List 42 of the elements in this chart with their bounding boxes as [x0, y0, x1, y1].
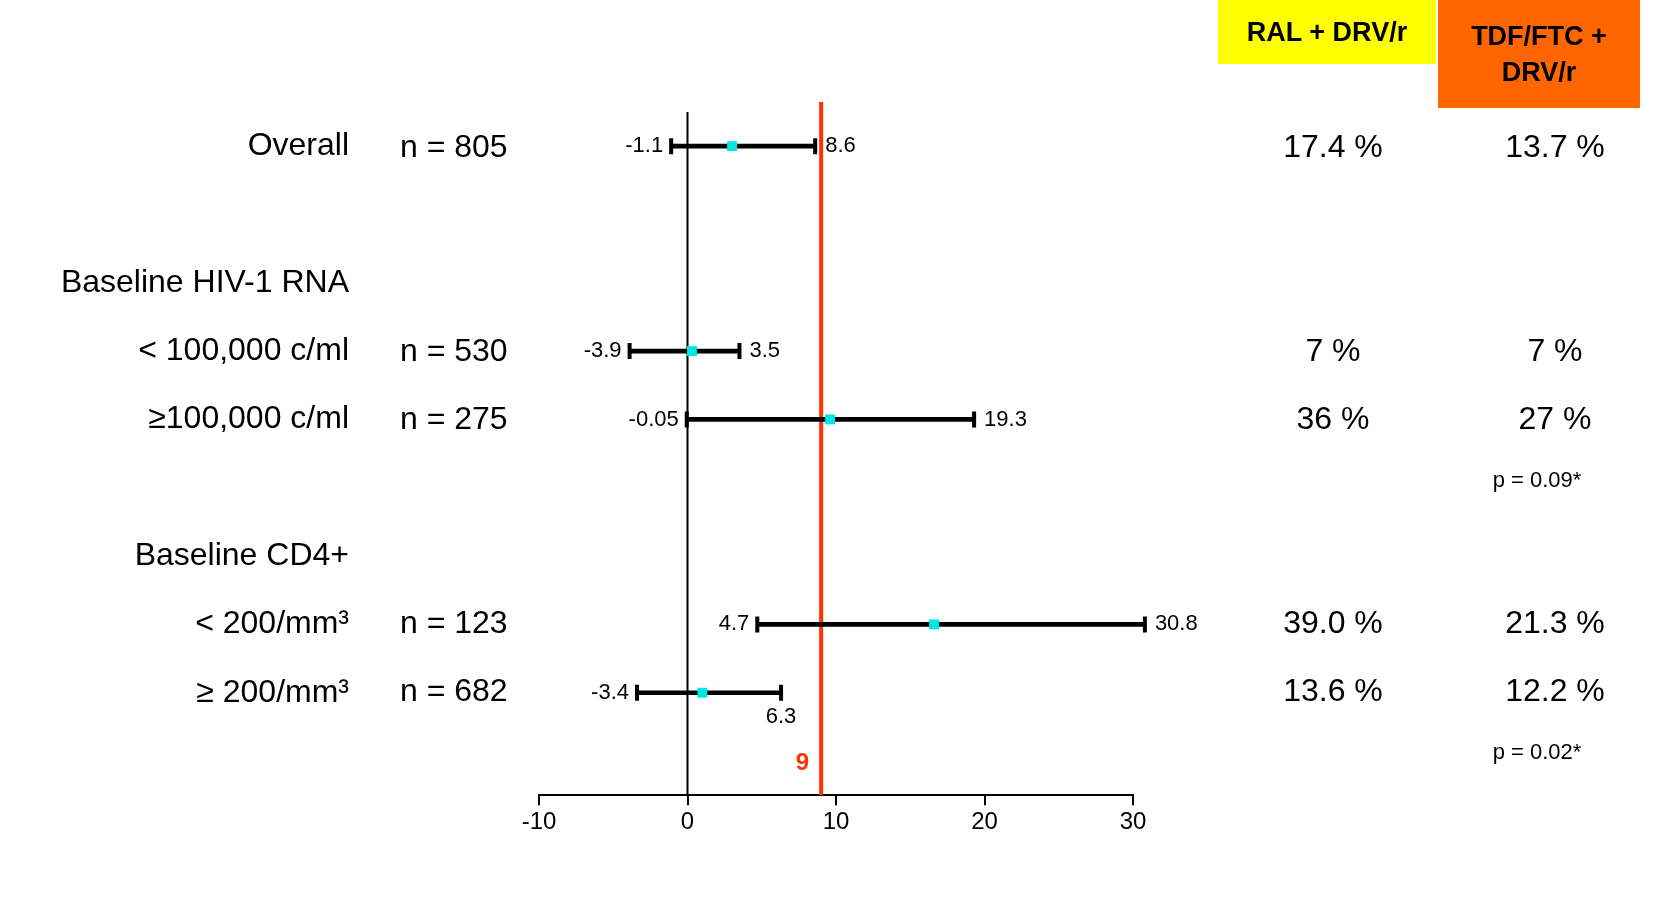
y-tick-label: ≥100,000 c/ml	[148, 399, 349, 436]
y-tick-label: ≥ 200/mm³	[196, 672, 350, 709]
annotation: 6.3	[765, 702, 797, 728]
text: p = 0.09*	[1491, 466, 1583, 494]
annotation: 3.5	[749, 337, 781, 363]
y-tick-label: Overall	[247, 125, 349, 162]
text: 13.7 %	[1504, 127, 1606, 166]
text: 13.6 %	[1282, 671, 1384, 710]
annotation: 8.6	[825, 132, 856, 158]
annotation: -1.1	[625, 132, 664, 158]
text: 7 %	[1526, 331, 1584, 370]
text: n = 530	[400, 332, 508, 368]
text: 21.3 %	[1504, 603, 1606, 642]
ref-line-label: 9	[795, 747, 810, 775]
text: 39.0 %	[1283, 604, 1383, 640]
y-tick-label: Baseline CD4+	[134, 535, 349, 572]
text: n = 275	[400, 399, 509, 438]
annotation: 4.7	[718, 610, 750, 636]
text: 36 %	[1295, 399, 1371, 438]
x-tick-label: 30	[1119, 807, 1147, 835]
text: n = 682	[400, 672, 508, 708]
text: 12.2 %	[1504, 671, 1606, 710]
y-tick-label: Baseline HIV-1 RNA	[60, 262, 350, 299]
y-tick-label: < 100,000 c/ml	[138, 330, 349, 367]
annotation: 19.3	[984, 405, 1027, 431]
text: 27 %	[1517, 399, 1593, 438]
annotation: -3.9	[583, 337, 622, 363]
text: 7 %	[1304, 331, 1362, 370]
annotation: -3.4	[591, 678, 630, 704]
annotation: -0.05	[628, 405, 679, 431]
text: n = 123	[400, 603, 509, 642]
text: n = 805	[400, 127, 509, 166]
text: TDF/FTC + DRV/r	[1438, 0, 1640, 108]
text: RAL + DRV/r	[1218, 0, 1436, 64]
text: p = 0.02*	[1491, 738, 1583, 766]
x-tick-label: 0	[680, 807, 695, 835]
x-tick-label: 20	[971, 807, 998, 835]
annotation: 30.8	[1154, 610, 1198, 636]
x-tick-label: 10	[822, 807, 850, 835]
y-tick-label: < 200/mm³	[195, 604, 350, 641]
text: 17.4 %	[1282, 127, 1384, 166]
x-tick-label: -10	[521, 807, 557, 835]
